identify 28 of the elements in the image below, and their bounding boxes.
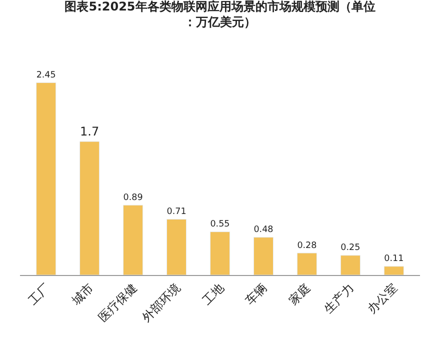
x-tick-label: 生产力 <box>321 280 357 316</box>
data-label: 0.11 <box>384 254 404 264</box>
data-label: 0.89 <box>123 192 143 203</box>
x-tick-label: 工地 <box>199 280 226 308</box>
bar <box>340 255 360 275</box>
bar <box>253 237 274 275</box>
data-label: 0.25 <box>340 243 360 254</box>
bar <box>36 82 56 275</box>
x-tick-label: 医疗保健 <box>96 280 140 325</box>
data-label: 2.45 <box>36 70 56 80</box>
chart-title: 图表5:2025年各类物联网应用场景的市场规模预测（单位：万亿美元） <box>64 0 376 29</box>
data-label: 0.55 <box>210 220 230 230</box>
bar <box>80 141 100 275</box>
bar <box>123 204 144 275</box>
bar <box>166 219 187 275</box>
bar <box>296 252 317 275</box>
x-tick-label: 办公室 <box>364 280 400 316</box>
x-tick-label: 外部环境 <box>139 280 183 325</box>
x-tick-label: 家庭 <box>286 280 314 308</box>
x-tick-label: 工厂 <box>26 280 52 308</box>
bar <box>384 266 404 275</box>
x-tick-label: 城市 <box>68 280 96 308</box>
data-label: 1.7 <box>80 124 100 139</box>
bar <box>210 232 230 275</box>
data-label: 0.28 <box>297 240 317 251</box>
data-label: 0.71 <box>166 207 186 218</box>
data-label: 0.48 <box>254 225 274 236</box>
x-tick-label: 车辆 <box>242 280 270 308</box>
